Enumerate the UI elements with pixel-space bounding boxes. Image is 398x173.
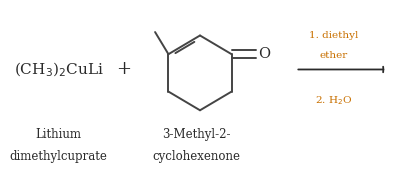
Text: 3-Methyl-2-: 3-Methyl-2-	[162, 128, 230, 141]
Text: +: +	[116, 61, 131, 79]
Text: ether: ether	[320, 51, 348, 60]
Text: (CH$_3$)$_2$CuLi: (CH$_3$)$_2$CuLi	[14, 60, 103, 79]
Text: 1. diethyl: 1. diethyl	[309, 31, 358, 40]
Text: Lithium: Lithium	[36, 128, 82, 141]
Text: cyclohexenone: cyclohexenone	[152, 150, 240, 163]
Text: O: O	[258, 47, 270, 61]
Text: dimethylcuprate: dimethylcuprate	[10, 150, 108, 163]
Text: 2. H$_2$O: 2. H$_2$O	[315, 94, 352, 107]
